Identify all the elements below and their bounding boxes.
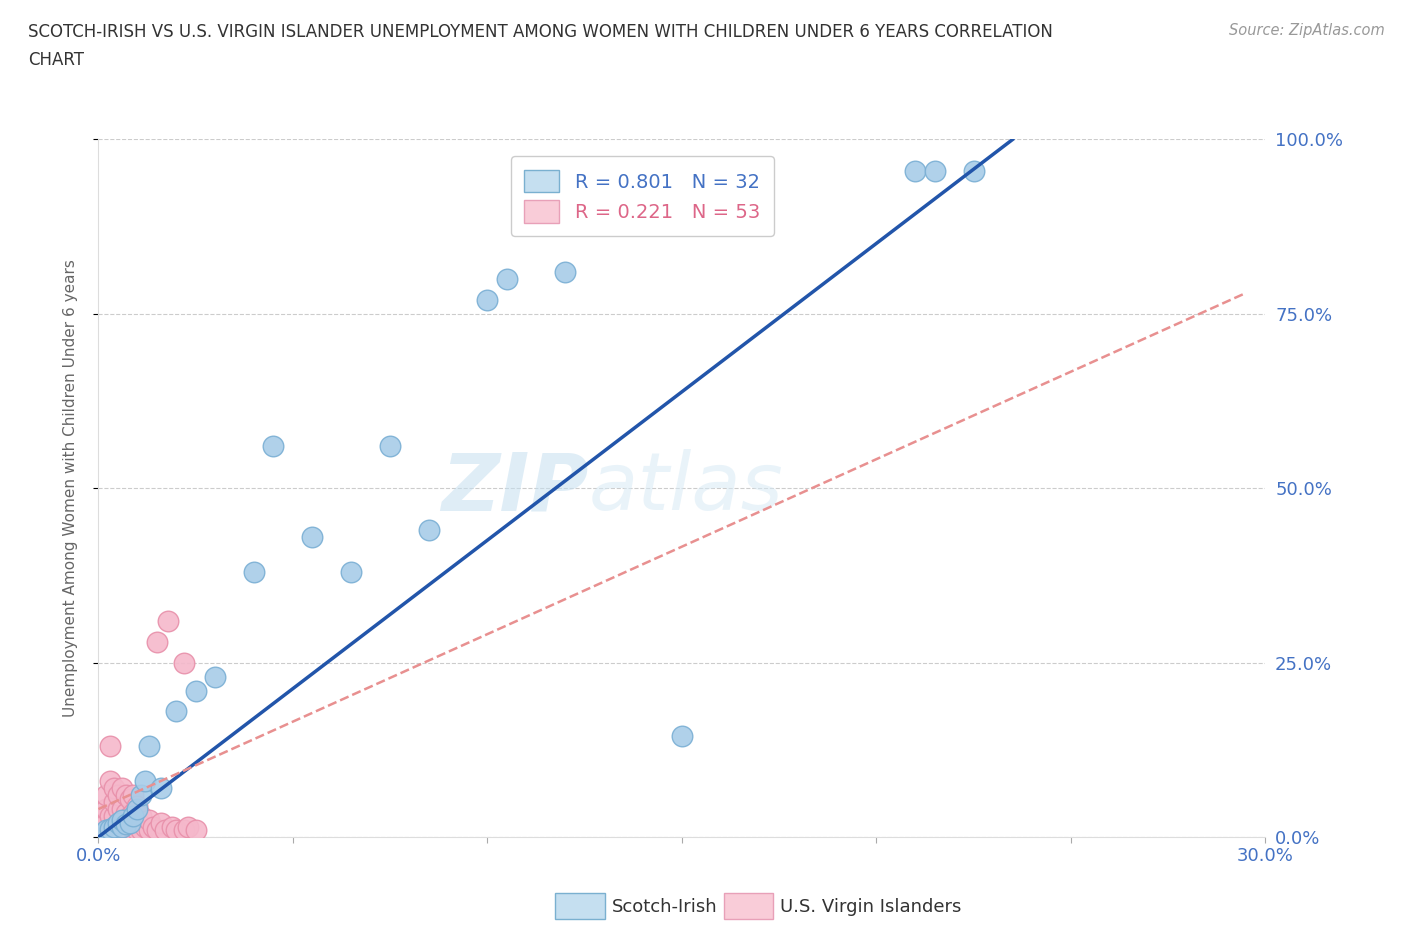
Point: [103, 809, 125, 824]
Point: [114, 805, 136, 820]
Point: [91, 823, 114, 838]
Point: [114, 788, 136, 803]
Point: [153, 823, 176, 838]
Point: [122, 823, 145, 838]
Point: [129, 823, 152, 838]
Point: [142, 819, 165, 834]
Point: [173, 656, 195, 671]
Point: [118, 816, 141, 830]
Point: [184, 823, 207, 838]
Text: U.S. Virgin Islanders: U.S. Virgin Islanders: [780, 897, 962, 916]
Point: [96, 816, 118, 830]
Point: [114, 817, 136, 832]
Point: [118, 816, 141, 830]
Point: [340, 565, 363, 579]
Point: [138, 812, 160, 827]
Text: SCOTCH-IRISH VS U.S. VIRGIN ISLANDER UNEMPLOYMENT AMONG WOMEN WITH CHILDREN UNDE: SCOTCH-IRISH VS U.S. VIRGIN ISLANDER UNE…: [28, 23, 1053, 41]
Point: [904, 164, 927, 179]
Point: [134, 774, 156, 789]
Point: [127, 798, 149, 813]
Point: [107, 802, 129, 817]
Point: [477, 293, 499, 308]
Point: [962, 164, 984, 179]
Point: [177, 819, 200, 834]
Point: [129, 809, 152, 824]
Point: [554, 264, 576, 279]
Point: [107, 816, 129, 830]
Point: [96, 788, 118, 803]
Point: [380, 439, 402, 454]
Point: [103, 781, 125, 796]
Text: Scotch-Irish: Scotch-Irish: [612, 897, 717, 916]
Point: [204, 670, 226, 684]
Point: [111, 819, 134, 834]
Text: ZIP: ZIP: [441, 449, 589, 527]
Point: [496, 272, 519, 286]
Text: Source: ZipAtlas.com: Source: ZipAtlas.com: [1229, 23, 1385, 38]
Point: [149, 816, 172, 830]
Point: [98, 738, 121, 753]
Point: [593, 178, 616, 193]
Point: [122, 809, 145, 824]
Point: [301, 530, 323, 545]
Point: [107, 788, 129, 803]
Point: [111, 802, 134, 817]
Point: [138, 823, 160, 838]
Point: [98, 821, 121, 836]
Point: [262, 439, 284, 454]
Point: [122, 788, 145, 803]
Point: [98, 774, 121, 789]
Point: [96, 802, 118, 817]
Point: [173, 823, 195, 838]
Point: [111, 812, 134, 827]
Point: [96, 823, 118, 838]
Point: [122, 816, 145, 830]
Point: [671, 728, 693, 743]
Point: [111, 812, 134, 827]
Point: [924, 164, 946, 179]
Point: [122, 805, 145, 820]
Point: [184, 683, 207, 698]
Point: [165, 823, 187, 838]
Point: [118, 809, 141, 824]
Point: [162, 819, 184, 834]
Point: [127, 823, 149, 838]
Point: [118, 791, 141, 806]
Point: [107, 823, 129, 838]
Text: atlas: atlas: [589, 449, 783, 527]
Point: [127, 802, 149, 817]
Point: [103, 819, 125, 834]
Point: [103, 794, 125, 809]
Point: [91, 826, 114, 841]
Point: [134, 819, 156, 834]
Point: [103, 823, 125, 838]
Point: [165, 704, 187, 719]
Point: [91, 809, 114, 824]
Point: [114, 816, 136, 830]
Text: CHART: CHART: [28, 51, 84, 69]
Point: [418, 523, 440, 538]
Point: [149, 781, 172, 796]
Point: [114, 823, 136, 838]
Point: [129, 788, 152, 803]
Legend: R = 0.801   N = 32, R = 0.221   N = 53: R = 0.801 N = 32, R = 0.221 N = 53: [510, 156, 773, 236]
Point: [127, 812, 149, 827]
Point: [146, 634, 169, 649]
Point: [111, 823, 134, 838]
Point: [243, 565, 266, 579]
Point: [107, 816, 129, 830]
Point: [98, 809, 121, 824]
Point: [157, 614, 180, 629]
Point: [138, 738, 160, 753]
Point: [111, 781, 134, 796]
Y-axis label: Unemployment Among Women with Children Under 6 years: Unemployment Among Women with Children U…: [63, 259, 77, 717]
Point: [98, 823, 121, 838]
Point: [146, 823, 169, 838]
Point: [118, 823, 141, 838]
